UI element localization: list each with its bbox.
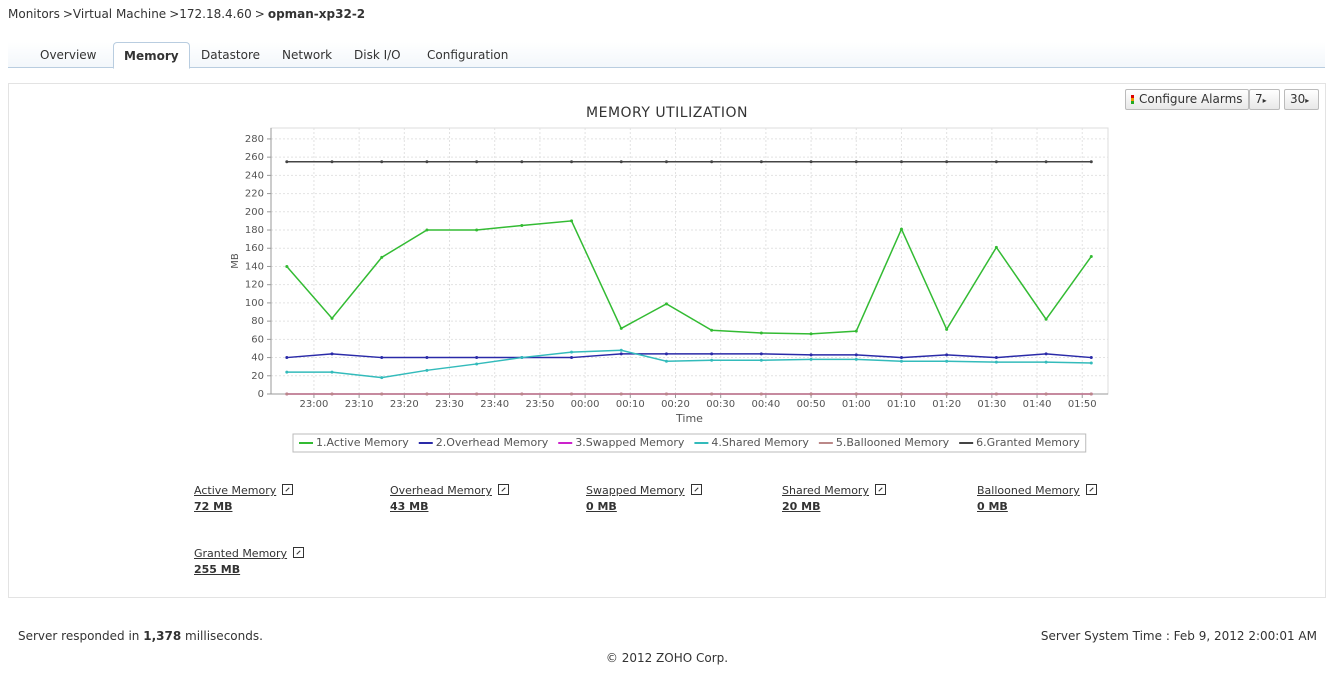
tab[interactable]: Disk I/O (354, 48, 401, 62)
tab[interactable]: Memory (113, 42, 190, 69)
popout-icon[interactable] (497, 484, 509, 495)
popout-icon[interactable] (1085, 484, 1097, 495)
summary-value: 255 MB (194, 563, 241, 576)
summary-value: 0 MB (586, 500, 617, 513)
popout-icon[interactable] (690, 484, 702, 495)
summary-value: 0 MB (977, 500, 1008, 513)
button-label: Configure Alarms (1139, 92, 1243, 106)
breadcrumb-link[interactable]: > (254, 7, 265, 21)
tab[interactable]: Datastore (201, 48, 261, 62)
summary-label-row: Shared Memory (782, 484, 886, 497)
summary-item: Shared Memory 20 MB (782, 484, 886, 513)
seven-day-button[interactable]: 7▸ (1249, 89, 1280, 110)
tab[interactable]: Network (282, 48, 333, 62)
panel (8, 83, 1326, 598)
summary-item: Overhead Memory 43 MB (390, 484, 509, 513)
summary-label-row: Ballooned Memory (977, 484, 1097, 497)
configure-alarms-button[interactable]: Configure Alarms (1125, 89, 1249, 110)
summary-value: 20 MB (782, 500, 821, 513)
tab[interactable]: Configuration (427, 48, 509, 62)
breadcrumb-current: opman-xp32-2 (267, 7, 366, 21)
summary-item: Swapped Memory 0 MB (586, 484, 702, 513)
summary-item: Active Memory 72 MB (194, 484, 294, 513)
summary-link[interactable]: Overhead Memory (390, 484, 492, 497)
copyright: © 2012 ZOHO Corp. (605, 651, 729, 665)
button-label: 30 (1290, 92, 1306, 106)
summary-link[interactable]: Swapped Memory (586, 484, 685, 497)
summary-label-row: Overhead Memory (390, 484, 509, 497)
text: 1,378 (143, 629, 182, 643)
summary-item: Granted Memory 255 MB (194, 547, 305, 576)
server-time: Server System Time : Feb 9, 2012 2:00:01… (1040, 629, 1317, 643)
tab[interactable]: Overview (40, 48, 97, 62)
popout-icon[interactable] (282, 484, 294, 495)
summary-link[interactable]: Granted Memory (194, 547, 288, 560)
popout-icon[interactable] (293, 547, 305, 558)
summary-item: Ballooned Memory 0 MB (977, 484, 1097, 513)
breadcrumb: Monitors >Virtual Machine >172.18.4.60 > opm… (8, 7, 365, 21)
text: milliseconds. (185, 629, 263, 643)
summary-link[interactable]: Active Memory (194, 484, 277, 497)
response-time: Server responded in 1,378 milliseconds. (18, 629, 263, 643)
summary-label-row: Active Memory (194, 484, 294, 497)
breadcrumb-link[interactable]: Monitors (8, 7, 60, 21)
summary-value: 72 MB (194, 500, 233, 513)
tab-bar: Overview Memory Datastore Network Disk I/O Co… (8, 42, 1325, 69)
popout-icon[interactable] (874, 484, 886, 495)
button-label: 7 (1255, 92, 1263, 106)
text: Server responded in (18, 629, 140, 643)
summary-link[interactable]: Ballooned Memory (977, 484, 1080, 497)
thirty-day-button[interactable]: 30▸ (1284, 89, 1319, 110)
breadcrumb-link[interactable]: >172.18.4.60 (169, 7, 252, 21)
summary-link[interactable]: Shared Memory (782, 484, 869, 497)
summary-value: 43 MB (390, 500, 429, 513)
breadcrumb-link[interactable]: >Virtual Machine (62, 7, 167, 21)
summary-label-row: Swapped Memory (586, 484, 702, 497)
summary-label-row: Granted Memory (194, 547, 305, 560)
